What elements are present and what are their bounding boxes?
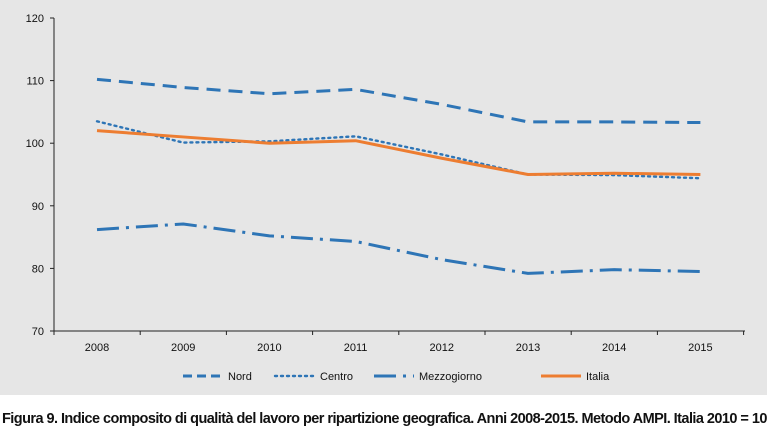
y-tick-label: 80 bbox=[32, 263, 44, 275]
y-tick-label: 100 bbox=[26, 138, 44, 150]
x-tick-label: 2014 bbox=[602, 342, 626, 354]
y-tick-label: 70 bbox=[32, 326, 44, 338]
x-tick-label: 2015 bbox=[688, 342, 712, 354]
x-tick-label: 2011 bbox=[344, 342, 368, 354]
legend-label-centro: Centro bbox=[320, 371, 353, 383]
x-tick-label: 2013 bbox=[516, 342, 540, 354]
x-tick-label: 2010 bbox=[257, 342, 281, 354]
x-tick-label: 2012 bbox=[430, 342, 454, 354]
x-tick-label: 2008 bbox=[85, 342, 109, 354]
y-tick-label: 120 bbox=[26, 13, 44, 25]
legend-label-italia: Italia bbox=[586, 371, 610, 383]
legend-label-mezzogiorno: Mezzogiorno bbox=[419, 371, 482, 383]
series-line-nord bbox=[96, 77, 701, 125]
x-tick-label: 2009 bbox=[171, 342, 195, 354]
legend-label-nord: Nord bbox=[228, 371, 252, 383]
series-line-centro bbox=[95, 120, 702, 180]
line-chart: 70 80 90 100 110 120 2008 2009 2010 2011 2012 2013 2… bbox=[26, 13, 745, 383]
series-line-mezzogiorno bbox=[96, 222, 701, 275]
series-line-italia bbox=[96, 129, 701, 176]
y-tick-label: 110 bbox=[26, 76, 44, 88]
figure-caption: Figura 9. Indice composito di qualità de… bbox=[2, 411, 767, 427]
y-tick-label: 90 bbox=[32, 201, 44, 213]
chart-area: 70 80 90 100 110 120 2008 2009 2010 2011 2012 2013 2… bbox=[0, 0, 767, 395]
